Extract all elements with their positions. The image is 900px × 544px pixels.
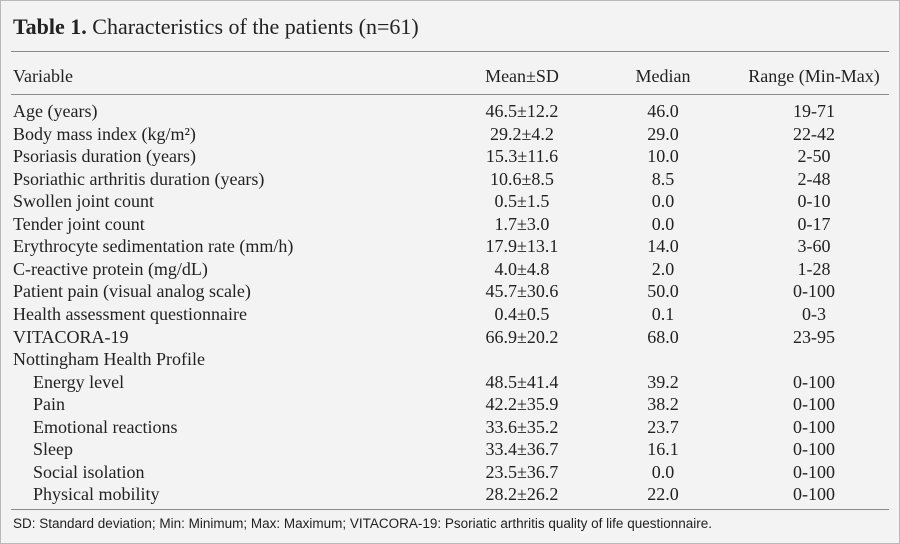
range-cell: 0-10	[797, 191, 831, 212]
variable-cell: Emotional reactions	[33, 416, 178, 437]
range-cell: 23-95	[793, 326, 835, 347]
mean-sd-cell: 4.0±4.8	[494, 258, 550, 279]
median-cell: 29.0	[647, 123, 679, 144]
variable-cell: Body mass index (kg/m²)	[13, 123, 196, 144]
median-cell: 46.0	[647, 101, 679, 121]
variable-cell: Energy level	[33, 371, 125, 392]
variable-cell: Pain	[33, 394, 66, 415]
mean-sd-cell: 1.7±3.0	[494, 213, 550, 234]
variable-cell: C-reactive protein (mg/dL)	[13, 258, 208, 279]
variable-cell: Age (years)	[13, 101, 98, 121]
column-header: Variable	[13, 66, 73, 86]
range-cell: 3-60	[797, 236, 831, 257]
mean-sd-cell: 33.6±35.2	[485, 416, 559, 437]
median-cell: 0.1	[651, 303, 675, 324]
footnote: SD: Standard deviation; Min: Minimum; Ma…	[13, 516, 713, 531]
median-cell: 23.7	[647, 416, 679, 437]
rule	[11, 509, 889, 510]
range-cell: 1-28	[797, 258, 831, 279]
rule	[11, 51, 889, 52]
variable-cell: Health assessment questionnaire	[13, 303, 247, 324]
median-cell: 14.0	[647, 236, 679, 257]
median-cell: 22.0	[647, 484, 679, 505]
median-cell: 50.0	[647, 281, 679, 302]
rule	[11, 94, 889, 95]
variable-cell: Psoriathic arthritis duration (years)	[13, 168, 265, 189]
mean-sd-cell: 15.3±11.6	[485, 146, 559, 167]
mean-sd-cell: 17.9±13.1	[485, 236, 559, 257]
variable-cell: Physical mobility	[33, 484, 160, 505]
variable-cell: Psoriasis duration (years)	[13, 146, 196, 167]
range-cell: 0-100	[793, 394, 835, 415]
column-header: Range (Min-Max)	[748, 66, 880, 86]
range-cell: 0-100	[793, 281, 835, 302]
range-cell: 0-100	[793, 439, 835, 460]
mean-sd-cell: 42.2±35.9	[485, 394, 559, 415]
range-cell: 0-3	[802, 303, 826, 324]
table-label: Table 1.	[13, 14, 87, 39]
range-cell: 0-100	[793, 416, 835, 437]
variable-cell: Tender joint count	[13, 213, 145, 234]
mean-sd-cell: 0.5±1.5	[494, 191, 550, 212]
range-cell: 0-100	[793, 461, 835, 482]
median-cell: 38.2	[647, 394, 679, 415]
variable-cell: Patient pain (visual analog scale)	[13, 281, 251, 302]
median-cell: 68.0	[647, 326, 679, 347]
range-cell: 2-50	[797, 146, 831, 167]
mean-sd-cell: 0.4±0.5	[494, 303, 550, 324]
range-cell: 0-100	[793, 484, 835, 505]
group-title: Nottingham Health Profile	[13, 349, 205, 370]
column-header: Median	[635, 66, 691, 86]
variable-cell: Erythrocyte sedimentation rate (mm/h)	[13, 236, 294, 257]
median-cell: 0.0	[651, 461, 675, 482]
median-cell: 16.1	[647, 439, 679, 460]
range-cell: 19-71	[793, 101, 835, 121]
mean-sd-cell: 66.9±20.2	[485, 326, 559, 347]
range-cell: 2-48	[797, 168, 831, 189]
range-cell: 22-42	[793, 123, 835, 144]
median-cell: 0.0	[651, 213, 675, 234]
mean-sd-cell: 28.2±26.2	[485, 484, 559, 505]
mean-sd-cell: 23.5±36.7	[485, 461, 559, 482]
mean-sd-cell: 48.5±41.4	[485, 371, 559, 392]
table-caption: Characteristics of the patients (n=61)	[92, 14, 419, 39]
variable-cell: Social isolation	[33, 461, 145, 482]
mean-sd-cell: 29.2±4.2	[490, 123, 554, 144]
range-cell: 0-100	[793, 371, 835, 392]
column-header: Mean±SD	[485, 66, 559, 86]
median-cell: 10.0	[647, 146, 679, 167]
mean-sd-cell: 10.6±8.5	[490, 168, 554, 189]
median-cell: 8.5	[651, 168, 675, 189]
mean-sd-cell: 46.5±12.2	[485, 101, 559, 121]
table-title: Table 1. Characteristics of the patients…	[13, 13, 419, 41]
median-cell: 39.2	[647, 371, 679, 392]
median-cell: 2.0	[651, 258, 675, 279]
mean-sd-cell: 45.7±30.6	[485, 281, 559, 302]
mean-sd-cell: 33.4±36.7	[485, 439, 559, 460]
variable-cell: Swollen joint count	[13, 191, 154, 212]
variable-cell: VITACORA-19	[13, 326, 129, 347]
range-cell: 0-17	[797, 213, 831, 234]
variable-cell: Sleep	[33, 439, 73, 460]
median-cell: 0.0	[651, 191, 675, 212]
